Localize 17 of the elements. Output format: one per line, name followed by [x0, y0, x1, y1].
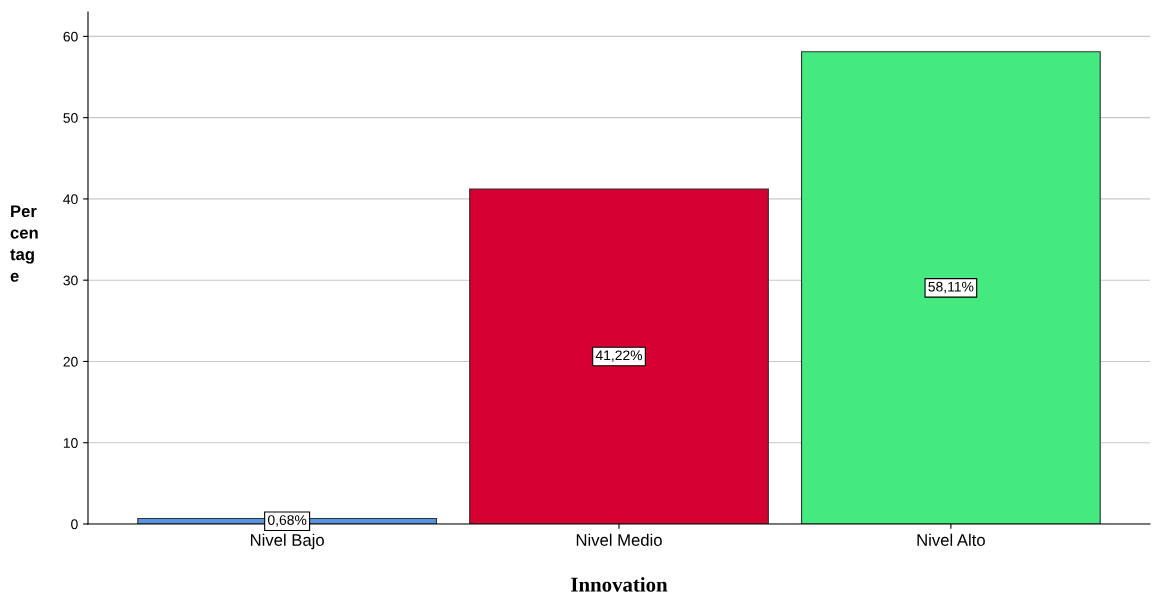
data-label: 58,11% [928, 281, 974, 294]
y-tick-label: 0 [71, 519, 78, 530]
y-tick-label: 40 [63, 194, 78, 205]
y-tick-label: 60 [63, 31, 78, 42]
y-tick-label: 20 [63, 356, 78, 367]
x-tick-label: Nivel Medio [576, 533, 662, 546]
bar [800, 51, 1101, 524]
x-axis-title: Innovation [571, 577, 668, 592]
x-tick-label: Nivel Alto [917, 533, 985, 546]
data-label: 41,22% [595, 350, 643, 362]
data-label: 0,68% [267, 515, 307, 527]
y-tick-label: 10 [63, 438, 78, 448]
x-tick-label: Nivel Bajo [250, 533, 324, 550]
y-axis-title: Per cen tag e [10, 205, 38, 282]
bar [469, 188, 769, 524]
y-tick-label: 50 [63, 112, 78, 123]
y-tick-label: 30 [63, 275, 78, 286]
